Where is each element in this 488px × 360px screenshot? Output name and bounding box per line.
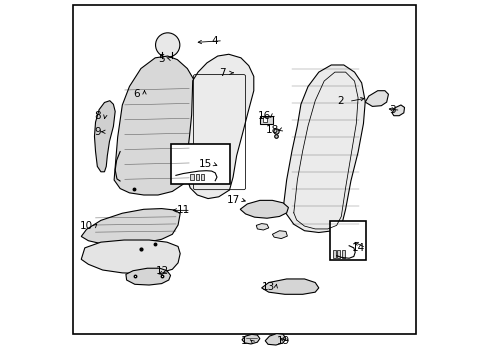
Text: 10: 10 xyxy=(80,221,93,231)
Polygon shape xyxy=(240,201,288,218)
Polygon shape xyxy=(261,279,318,294)
Bar xyxy=(332,250,335,257)
Polygon shape xyxy=(242,334,259,344)
Text: 1: 1 xyxy=(241,337,247,346)
Text: 3: 3 xyxy=(388,105,395,115)
Polygon shape xyxy=(81,240,180,274)
Text: 16: 16 xyxy=(257,111,270,121)
Polygon shape xyxy=(272,231,287,239)
Polygon shape xyxy=(264,334,285,345)
Polygon shape xyxy=(365,91,387,107)
Bar xyxy=(263,117,267,122)
Polygon shape xyxy=(256,224,268,230)
Polygon shape xyxy=(186,54,253,199)
Text: 7: 7 xyxy=(219,68,225,78)
Polygon shape xyxy=(125,268,170,285)
Text: 18: 18 xyxy=(265,125,279,135)
Polygon shape xyxy=(391,105,404,116)
Text: 6: 6 xyxy=(133,89,140,99)
Bar xyxy=(337,250,340,257)
Text: 2: 2 xyxy=(337,96,344,107)
Bar xyxy=(341,250,344,257)
Bar xyxy=(329,221,365,260)
Bar xyxy=(190,174,193,180)
Polygon shape xyxy=(283,65,365,233)
Text: 15: 15 xyxy=(198,159,211,169)
Bar xyxy=(201,174,204,180)
Bar xyxy=(195,174,199,180)
Text: 11: 11 xyxy=(176,205,189,215)
Text: 14: 14 xyxy=(351,243,364,253)
Text: 13: 13 xyxy=(261,282,274,292)
Text: 17: 17 xyxy=(226,195,239,204)
Bar xyxy=(259,116,272,123)
Ellipse shape xyxy=(155,33,180,57)
Text: 9: 9 xyxy=(94,127,101,137)
Text: 4: 4 xyxy=(211,36,218,46)
Polygon shape xyxy=(94,101,115,172)
Text: 5: 5 xyxy=(158,54,164,64)
Text: 19: 19 xyxy=(276,337,289,346)
Polygon shape xyxy=(81,208,180,244)
Polygon shape xyxy=(114,56,197,195)
Text: 12: 12 xyxy=(155,266,169,276)
Text: 8: 8 xyxy=(94,111,101,121)
Bar xyxy=(171,144,230,184)
